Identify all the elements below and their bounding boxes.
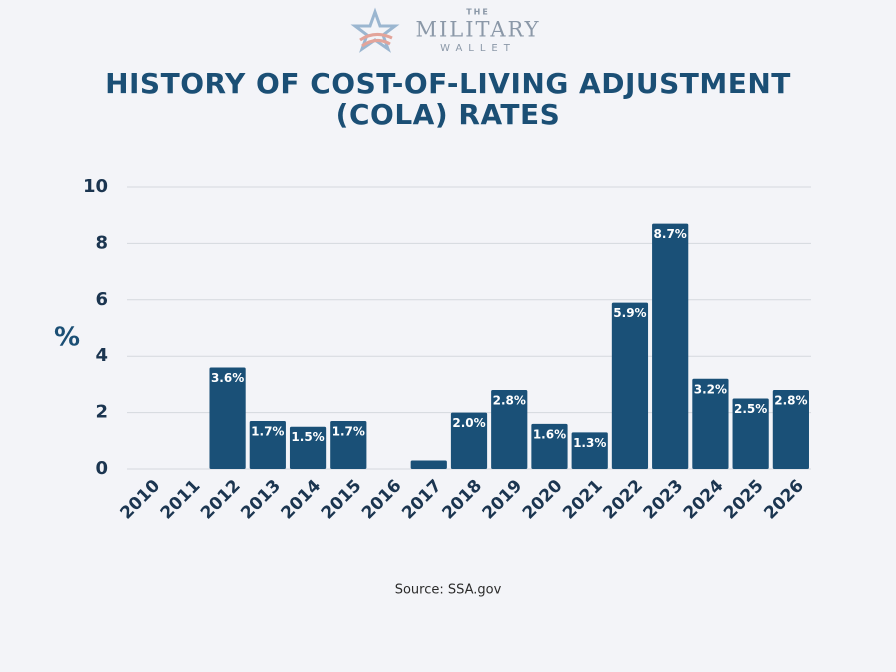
data-label: 2.5% xyxy=(734,402,767,416)
y-tick-label: 6 xyxy=(95,289,108,310)
bar xyxy=(772,390,809,469)
x-tick-label: 2022 xyxy=(599,476,647,524)
x-tick-label: 2017 xyxy=(398,476,446,524)
x-tick-label: 2019 xyxy=(479,476,527,524)
x-tick-label: 2023 xyxy=(640,476,688,524)
bar xyxy=(652,223,689,469)
logo: THE MILITARY WALLET xyxy=(350,8,540,54)
x-tick-label: 2021 xyxy=(559,476,607,524)
x-tick-label: 2025 xyxy=(720,476,768,524)
data-label: 1.6% xyxy=(533,427,566,441)
logo-bottom: WALLET xyxy=(440,43,516,54)
bar xyxy=(450,412,488,469)
logo-stripes xyxy=(359,33,393,48)
bar xyxy=(571,432,608,469)
bar xyxy=(209,367,246,469)
y-tick-label: 10 xyxy=(83,176,108,197)
bar xyxy=(330,421,367,469)
source: Source: SSA.gov xyxy=(395,583,502,598)
x-tick-label: 2024 xyxy=(680,476,728,524)
data-label: 3.2% xyxy=(694,382,727,396)
x-tick-label: 2015 xyxy=(318,476,366,524)
chart-title: HISTORY OF COST-OF-LIVING ADJUSTMENT (CO… xyxy=(105,67,791,131)
bar xyxy=(732,398,769,469)
logo-top: THE xyxy=(466,8,490,17)
bar xyxy=(611,302,649,469)
x-tick-label: 2026 xyxy=(760,476,808,524)
data-label: 5.9% xyxy=(613,306,646,320)
logo-middle: MILITARY xyxy=(415,18,540,42)
x-tick-label: 2012 xyxy=(197,476,245,524)
data-label: 8.7% xyxy=(654,227,687,241)
x-tick-label: 2010 xyxy=(117,476,165,524)
data-label: 2.8% xyxy=(493,394,526,408)
x-tick-label: 2016 xyxy=(358,476,406,524)
x-tick-label: 2011 xyxy=(157,476,205,524)
y-axis-label: % xyxy=(54,323,80,353)
data-label: 1.5% xyxy=(291,430,324,444)
data-label: 1.7% xyxy=(251,425,284,439)
data-label: 2.8% xyxy=(774,394,807,408)
x-tick-label: 2018 xyxy=(438,476,486,524)
y-tick-label: 4 xyxy=(95,345,108,366)
data-label: 2.0% xyxy=(452,416,485,430)
x-tick-label: 2020 xyxy=(519,476,567,524)
y-tick-label: 0 xyxy=(95,458,108,479)
bar xyxy=(531,423,568,469)
bar xyxy=(692,378,729,469)
x-tick-label: 2014 xyxy=(278,476,326,524)
y-tick-label: 2 xyxy=(95,402,108,423)
data-label: 3.6% xyxy=(211,371,244,385)
data-label: 1.7% xyxy=(332,425,365,439)
bar xyxy=(249,421,286,469)
data-label: 1.3% xyxy=(573,436,606,450)
y-tick-label: 8 xyxy=(95,232,108,253)
bar xyxy=(289,426,327,469)
bar xyxy=(491,390,528,469)
x-tick-label: 2013 xyxy=(237,476,285,524)
bar xyxy=(410,460,447,469)
